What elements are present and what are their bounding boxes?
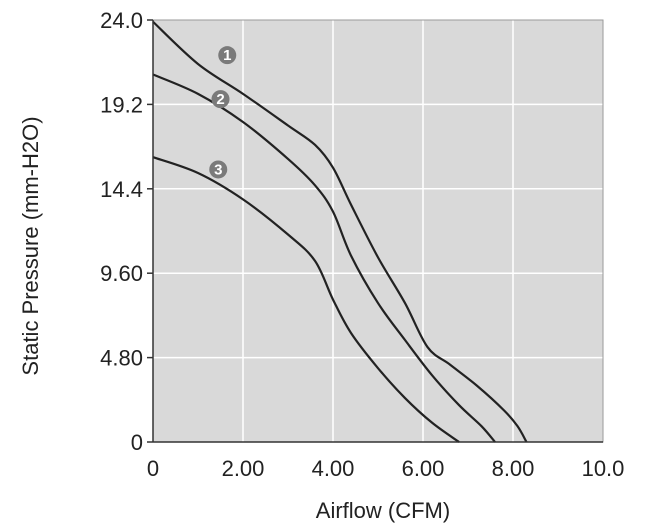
tick-labels: 0 2.00 4.00 6.00 8.00 10.0 0 4.80 9.60 14.4 19.2 24… — [100, 8, 624, 481]
series-marker-1: 1 — [218, 46, 237, 65]
axes — [147, 19, 604, 443]
plot-background — [153, 20, 603, 442]
series-line-1 — [152, 20, 528, 443]
series-group — [152, 20, 528, 443]
marker-label: 2 — [216, 91, 224, 108]
y-axis-title: Static Pressure (mm-H2O) — [18, 116, 43, 375]
x-tick-label: 10.0 — [582, 456, 625, 481]
marker-circle — [211, 90, 230, 109]
series-markers: 1 2 3 — [209, 46, 237, 179]
series-line-2 — [152, 73, 496, 443]
marker-label: 1 — [223, 47, 231, 64]
series-marker-3: 3 — [209, 160, 228, 179]
x-tick-label: 0 — [147, 456, 159, 481]
x-axis-title: Airflow (CFM) — [316, 498, 450, 523]
x-tick-label: 2.00 — [222, 456, 265, 481]
x-tick-label: 6.00 — [402, 456, 445, 481]
series-marker-2: 2 — [211, 90, 230, 109]
y-tick-label: 4.80 — [100, 346, 143, 371]
marker-label: 3 — [214, 161, 222, 178]
x-tick-label: 8.00 — [492, 456, 535, 481]
y-tick-label: 19.2 — [100, 92, 143, 117]
y-tick-label: 0 — [131, 430, 143, 455]
y-tick-label: 24.0 — [100, 8, 143, 33]
y-tick-label: 14.4 — [100, 177, 143, 202]
y-tick-label: 9.60 — [100, 261, 143, 286]
marker-circle — [209, 160, 228, 179]
marker-circle — [218, 46, 237, 65]
series-line-3 — [152, 156, 460, 443]
x-tick-label: 4.00 — [312, 456, 355, 481]
